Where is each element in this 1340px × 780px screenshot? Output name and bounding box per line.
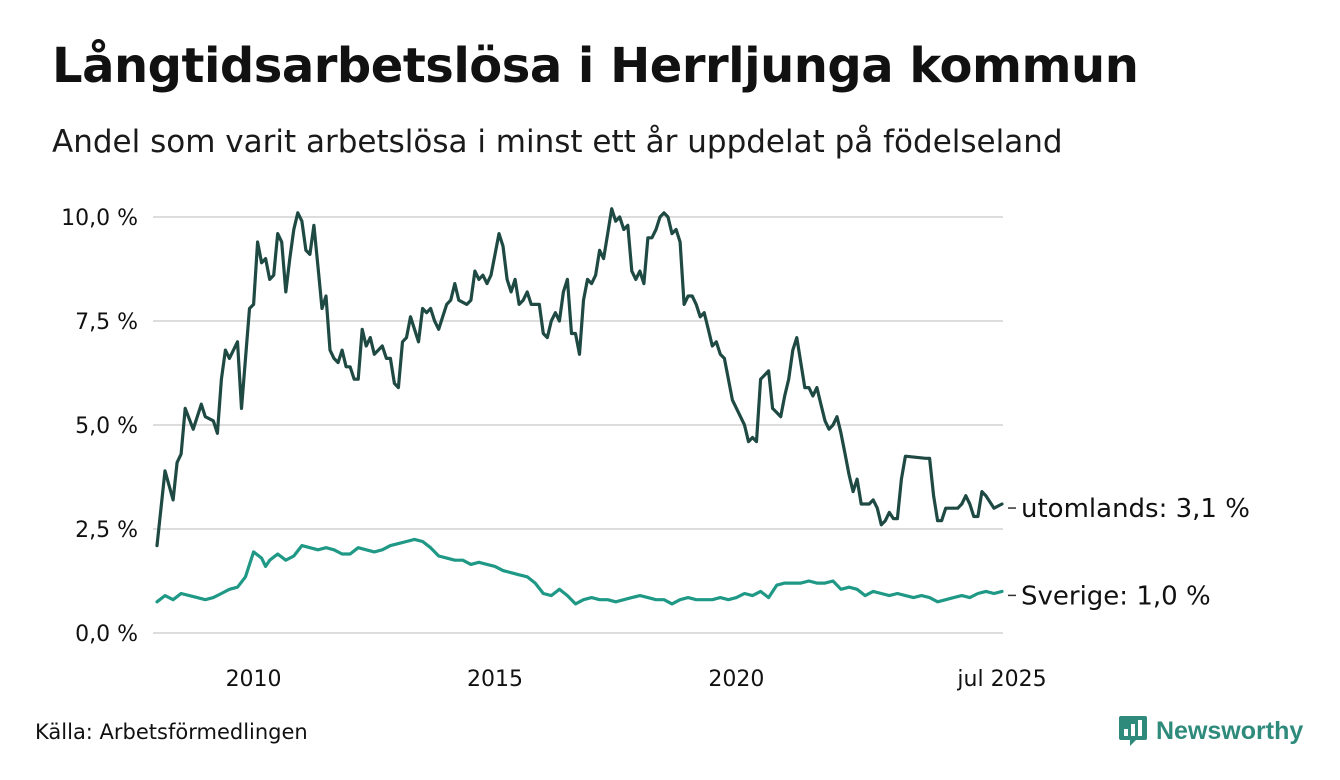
series-line-sverige [155, 537, 1004, 606]
y-tick-label: 5,0 % [75, 414, 138, 439]
brand-name: Newsworthy [1156, 716, 1304, 745]
x-axis-tick-labels: 2010 2015 2020 jul 2025 [226, 667, 1047, 692]
y-tick-label: 2,5 % [75, 518, 138, 543]
series-line-utomlands [155, 207, 1004, 548]
newsworthy-logo-icon [1119, 716, 1147, 746]
end-labels: utomlands: 3,1 % Sverige: 1,0 % [1008, 494, 1250, 611]
y-axis-tick-labels: 0,0 % 2,5 % 5,0 % 7,5 % 10,0 % [61, 206, 138, 647]
x-tick-label: jul 2025 [956, 667, 1046, 692]
chart-subtitle: Andel som varit arbetslösa i minst ett å… [52, 124, 1063, 160]
end-label-sverige: Sverige: 1,0 % [1021, 581, 1211, 611]
chart-title: Långtidsarbetslösa i Herrljunga kommun [52, 38, 1139, 94]
grid-lines [153, 216, 1003, 634]
brand: Newsworthy [1118, 714, 1303, 748]
x-tick-label: 2015 [467, 667, 523, 692]
y-tick-label: 0,0 % [75, 622, 138, 647]
series-lines [155, 207, 1004, 606]
end-label-utomlands: utomlands: 3,1 % [1021, 494, 1250, 524]
y-tick-label: 7,5 % [75, 310, 138, 335]
x-tick-label: 2010 [226, 667, 282, 692]
x-tick-label: 2020 [708, 667, 764, 692]
source-note: Källa: Arbetsförmedlingen [35, 720, 308, 744]
y-tick-label: 10,0 % [61, 206, 138, 231]
